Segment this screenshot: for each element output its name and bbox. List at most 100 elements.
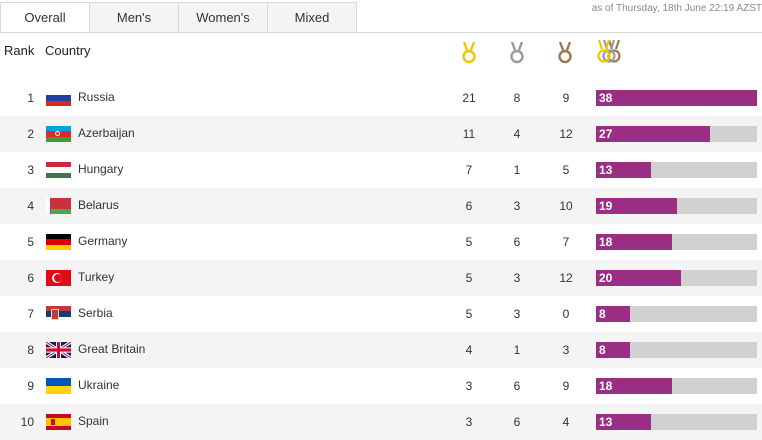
- silver-count: 6: [513, 235, 521, 249]
- table-row[interactable]: 2 Azerbaijan 11 4 12 27: [0, 116, 762, 152]
- silver-medal-icon: [510, 42, 524, 64]
- total-medals-bar: 38: [596, 90, 757, 106]
- azerbaijan-flag-icon: [46, 126, 71, 142]
- total-medals-bar: 13: [596, 162, 757, 178]
- table-row[interactable]: 1 Russia 21 8 9 38: [0, 80, 762, 116]
- table-row[interactable]: 9 Ukraine 3 6 9 18: [0, 368, 762, 404]
- total-medals-bar: 20: [596, 270, 757, 286]
- total-medals-bar: 8: [596, 342, 757, 358]
- silver-count: 3: [513, 307, 521, 321]
- rank-cell: 8: [27, 343, 34, 357]
- rank-cell: 1: [27, 91, 34, 105]
- country-name[interactable]: Great Britain: [78, 342, 146, 356]
- hungary-flag-icon: [46, 162, 71, 178]
- total-count: 18: [599, 379, 613, 393]
- table-row[interactable]: 6 Turkey 5 3 12 20: [0, 260, 762, 296]
- total-count: 38: [599, 91, 613, 105]
- total-count: 19: [599, 199, 613, 213]
- total-medals-bar: 19: [596, 198, 757, 214]
- country-name[interactable]: Hungary: [78, 162, 124, 176]
- table-row[interactable]: 3 Hungary 7 1 5 13: [0, 152, 762, 188]
- gold-count: 5: [465, 307, 473, 321]
- belarus-flag-icon: [46, 198, 71, 214]
- table-row[interactable]: 8 Great Britain 4 1 3 8: [0, 332, 762, 368]
- rank-cell: 9: [27, 379, 34, 393]
- country-name[interactable]: Azerbaijan: [78, 126, 135, 140]
- tab-mixed[interactable]: Mixed: [267, 3, 356, 32]
- tab-overall[interactable]: Overall: [1, 3, 89, 32]
- gold-count: 11: [462, 127, 476, 141]
- bronze-count: 3: [562, 343, 570, 357]
- spain-flag-icon: [46, 414, 71, 430]
- bronze-count: 9: [562, 379, 570, 393]
- total-medals-bar: 8: [596, 306, 757, 322]
- bronze-medal-icon: [558, 42, 572, 64]
- table-row[interactable]: 7 Serbia 5 3 0 8: [0, 296, 762, 332]
- great-britain-flag-icon: [46, 342, 71, 358]
- total-count: 18: [599, 235, 613, 249]
- gold-count: 3: [465, 379, 473, 393]
- country-name[interactable]: Ukraine: [78, 378, 120, 392]
- bronze-count: 10: [559, 199, 573, 213]
- rank-cell: 2: [27, 127, 34, 141]
- table-row[interactable]: 4 Belarus 6 3 10 19: [0, 188, 762, 224]
- total-count: 27: [599, 127, 613, 141]
- rank-cell: 4: [27, 199, 34, 213]
- gold-count: 4: [465, 343, 473, 357]
- country-name[interactable]: Serbia: [78, 306, 113, 320]
- gold-medal-icon: [462, 42, 476, 64]
- rank-cell: 3: [27, 163, 34, 177]
- last-updated-text: as of Thursday, 18th June 22:19 AZST: [591, 3, 762, 14]
- gold-count: 5: [465, 235, 473, 249]
- rank-cell: 7: [27, 307, 34, 321]
- total-medals-bar-fill: [596, 342, 630, 358]
- silver-count: 6: [513, 415, 521, 429]
- silver-count: 1: [513, 163, 521, 177]
- gold-count: 5: [465, 271, 473, 285]
- total-medals-bar-fill: [596, 126, 711, 142]
- bronze-count: 4: [562, 415, 570, 429]
- total-medals-bar-fill: [596, 90, 757, 106]
- germany-flag-icon: [46, 234, 71, 250]
- total-medals-bar-fill: [596, 198, 677, 214]
- country-name[interactable]: Belarus: [78, 198, 119, 212]
- rank-header: Rank: [4, 43, 35, 58]
- total-medals-bar: 18: [596, 234, 757, 250]
- country-name[interactable]: Turkey: [78, 270, 115, 284]
- gold-count: 7: [465, 163, 473, 177]
- total-medals-bar: 27: [596, 126, 757, 142]
- country-name[interactable]: Russia: [78, 90, 115, 104]
- serbia-flag-icon: [46, 306, 71, 322]
- medal-filter-tabs: Overall Men's Women's Mixed: [0, 2, 357, 33]
- country-name[interactable]: Spain: [78, 414, 109, 428]
- total-medals-icon: [595, 39, 635, 64]
- gold-count: 21: [462, 91, 476, 105]
- rank-cell: 5: [27, 235, 34, 249]
- total-medals-bar-fill: [596, 270, 681, 286]
- table-row[interactable]: 10 Spain 3 6 4 13: [0, 404, 762, 440]
- total-count: 8: [599, 343, 606, 357]
- rank-cell: 6: [27, 271, 34, 285]
- rank-cell: 10: [20, 415, 34, 429]
- total-medals-bar-fill: [596, 378, 673, 394]
- total-count: 8: [599, 307, 606, 321]
- total-medals-bar-fill: [596, 234, 673, 250]
- gold-count: 6: [465, 199, 473, 213]
- silver-count: 3: [513, 271, 521, 285]
- total-count: 13: [599, 163, 613, 177]
- bronze-count: 7: [562, 235, 570, 249]
- table-row[interactable]: 5 Germany 5 6 7 18: [0, 224, 762, 260]
- bronze-count: 9: [562, 91, 570, 105]
- tab-womens[interactable]: Women's: [178, 3, 267, 32]
- country-header: Country: [45, 43, 91, 58]
- total-medals-bar-fill: [596, 162, 652, 178]
- total-medals-bar: 13: [596, 414, 757, 430]
- total-count: 13: [599, 415, 613, 429]
- tab-mens[interactable]: Men's: [89, 3, 178, 32]
- silver-count: 1: [513, 343, 521, 357]
- bronze-count: 0: [562, 307, 570, 321]
- russia-flag-icon: [46, 90, 71, 106]
- silver-count: 4: [513, 127, 521, 141]
- country-name[interactable]: Germany: [78, 234, 128, 248]
- silver-count: 8: [513, 91, 521, 105]
